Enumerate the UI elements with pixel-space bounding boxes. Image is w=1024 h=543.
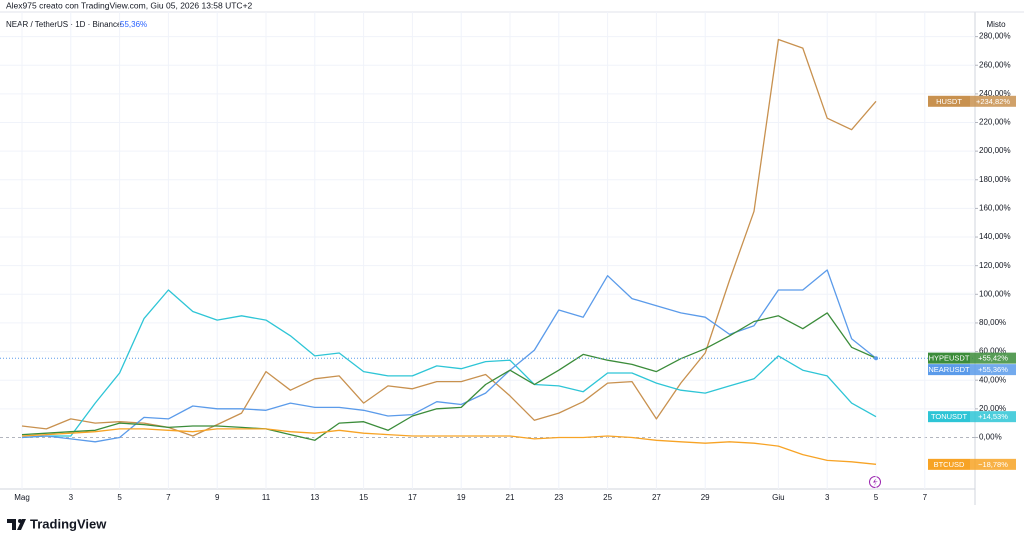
y-tick-label: 160,00% — [979, 204, 1011, 213]
y-tick-label: 120,00% — [979, 261, 1011, 270]
tag-value-box — [970, 458, 1016, 470]
tag-value-box — [970, 95, 1016, 107]
header-text: Alex975 creato con TradingView.com, Giu … — [6, 0, 253, 10]
brand-logo — [7, 519, 26, 530]
x-tick-label: Mag — [14, 493, 30, 502]
x-tick-label: 7 — [166, 493, 171, 502]
x-tick-label: 13 — [310, 493, 319, 502]
x-tick-label: Giu — [772, 493, 784, 502]
tag-name: BTCUSD — [934, 460, 965, 469]
x-tick-label: 3 — [69, 493, 74, 502]
last-point — [874, 356, 878, 361]
tag-value: +234,82% — [976, 97, 1010, 106]
tag-value: −18,78% — [978, 460, 1008, 469]
tag-name-box — [928, 458, 970, 470]
tag-name: HUSDT — [936, 97, 962, 106]
x-tick-label: 25 — [603, 493, 612, 502]
y-tick-label: 100,00% — [979, 289, 1011, 298]
tag-name: TONUSDT — [931, 412, 968, 421]
y-tick-label: 180,00% — [979, 175, 1011, 184]
tag-name-box — [928, 364, 970, 376]
y-tick-label: 40,00% — [979, 375, 1006, 384]
y-tick-label: 140,00% — [979, 232, 1011, 241]
series-tag: HUSDT +234,82% — [928, 95, 1016, 107]
x-tick-label: 17 — [408, 493, 417, 502]
x-tick-label: 29 — [701, 493, 710, 502]
series-tag: TONUSDT +14,53% — [928, 411, 1016, 423]
series-tag: NEARUSDT +55,36% — [928, 364, 1016, 376]
y-tick-label: 20,00% — [979, 404, 1006, 413]
series-line — [21, 312, 877, 441]
series-line — [21, 428, 877, 465]
x-tick-label: 19 — [457, 493, 466, 502]
y-tick-label: 200,00% — [979, 146, 1011, 155]
tag-value: +55,36% — [978, 365, 1008, 374]
tag-value-box — [970, 352, 1016, 364]
y-tick-label: 260,00% — [979, 60, 1011, 69]
tag-name-box — [928, 411, 970, 423]
x-tick-label: 3 — [825, 493, 830, 502]
tag-name: HYPEUSDT — [929, 354, 970, 363]
x-tick-label: 11 — [262, 493, 271, 502]
x-tick-label: 27 — [652, 493, 661, 502]
y-tick-label: 280,00% — [979, 32, 1011, 41]
series-tag: HYPEUSDT +55,42% — [928, 352, 1016, 364]
tag-name: NEARUSDT — [928, 365, 970, 374]
series-line — [21, 289, 877, 439]
tag-name-box — [928, 352, 970, 364]
y-tick-label: 60,00% — [979, 347, 1006, 356]
x-tick-label: 21 — [506, 493, 515, 502]
y-tick-label: 240,00% — [979, 89, 1011, 98]
x-tick-label: 7 — [923, 493, 928, 502]
symbol-change: 55,36% — [120, 20, 147, 29]
tag-value: +14,53% — [978, 412, 1008, 421]
tag-name-box — [928, 95, 970, 107]
tag-value-box — [970, 411, 1016, 423]
bolt-icon[interactable] — [869, 476, 881, 488]
tag-value: +55,42% — [978, 354, 1008, 363]
tag-value-box — [970, 364, 1016, 376]
y-tick-label: 220,00% — [979, 118, 1011, 127]
x-tick-label: 5 — [874, 493, 879, 502]
brand-name: TradingView — [30, 516, 107, 531]
x-tick-label: 5 — [117, 493, 122, 502]
scale-mode[interactable]: Misto — [986, 20, 1006, 29]
y-tick-label: 0,00% — [979, 433, 1002, 442]
y-tick-label: 80,00% — [979, 318, 1006, 327]
x-tick-label: 15 — [359, 493, 368, 502]
x-tick-label: 23 — [554, 493, 563, 502]
series-tag: BTCUSD −18,78% — [928, 458, 1016, 470]
x-tick-label: 9 — [215, 493, 220, 502]
symbol-title: NEAR / TetherUS · 1D · Binance — [6, 20, 122, 29]
